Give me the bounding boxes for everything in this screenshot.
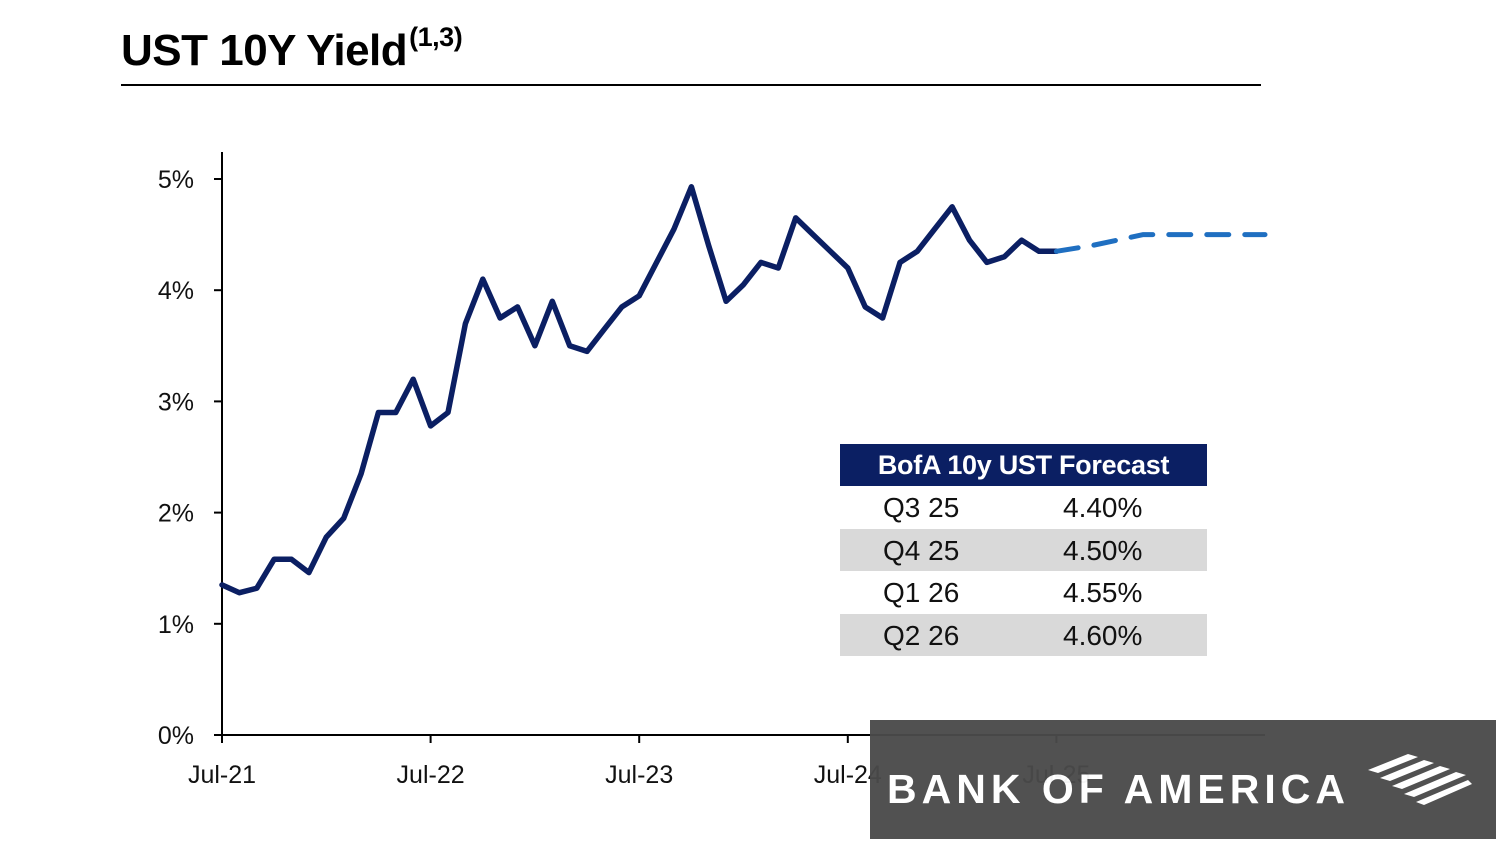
chart-series [219, 184, 1268, 596]
logo-wordmark: BANK OF AMERICA [887, 766, 1350, 812]
forecast-table-header: BofA 10y UST Forecast [840, 444, 1207, 486]
y-tick-label: 5% [158, 166, 194, 194]
x-tick-label: Jul-23 [605, 761, 673, 789]
forecast-value: 4.55% [1063, 577, 1143, 608]
title-rule [121, 84, 1261, 86]
forecast-quarter: Q3 25 [883, 492, 960, 523]
flag-logo-icon [1368, 754, 1472, 805]
forecast-row: Q4 25 4.50% [840, 528, 1207, 571]
y-tick-label: 0% [158, 722, 194, 750]
forecast-quarter: Q1 26 [883, 577, 960, 608]
bank-of-america-logo-banner: BANK OF AMERICA [870, 720, 1496, 839]
forecast-row: Q2 26 4.60% [840, 613, 1207, 656]
x-tick-label: Jul-21 [188, 761, 256, 789]
page-title: UST 10Y Yield(1,3) [121, 22, 463, 76]
forecast-value: 4.60% [1063, 619, 1143, 651]
x-tick-label: Jul-22 [397, 761, 465, 789]
forecast-quarter: Q2 26 [883, 619, 960, 651]
forecast-line [1053, 232, 1268, 254]
forecast-quarter: Q4 25 [883, 534, 960, 566]
page-title-text: UST 10Y Yield [121, 26, 408, 75]
title-footnote-ref: (1,3) [409, 22, 463, 52]
y-tick-label: 1% [158, 611, 194, 639]
forecast-row: Q3 25 4.40% [840, 486, 1207, 529]
yield-line [219, 184, 1060, 596]
forecast-value: 4.50% [1063, 534, 1143, 566]
y-tick-label: 3% [158, 388, 194, 416]
y-tick-label: 4% [158, 277, 194, 305]
forecast-row: Q1 26 4.55% [840, 571, 1207, 614]
forecast-table: BofA 10y UST Forecast Q3 25 4.40% Q4 25 4.… [840, 444, 1207, 656]
forecast-value: 4.40% [1063, 492, 1143, 523]
y-tick-label: 2% [158, 500, 194, 528]
